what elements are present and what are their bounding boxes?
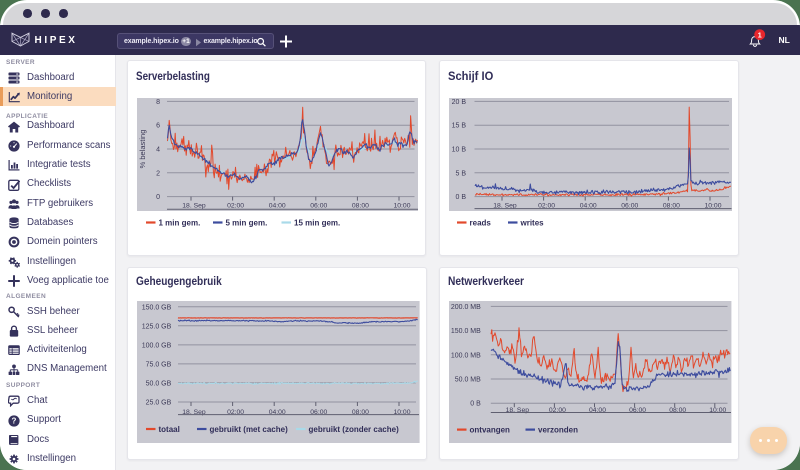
svg-text:08:00: 08:00 bbox=[352, 409, 369, 416]
svg-text:5 B: 5 B bbox=[455, 170, 466, 177]
svg-text:25.0 GB: 25.0 GB bbox=[146, 400, 172, 407]
svg-text:02:00: 02:00 bbox=[549, 407, 566, 414]
svg-text:08:00: 08:00 bbox=[669, 407, 686, 414]
svg-text:100.0 GB: 100.0 GB bbox=[142, 342, 172, 349]
svg-text:1 min gem.: 1 min gem. bbox=[159, 219, 201, 228]
svg-text:10 B: 10 B bbox=[452, 147, 467, 154]
svg-text:150.0 GB: 150.0 GB bbox=[142, 304, 172, 311]
svg-text:04:00: 04:00 bbox=[580, 202, 597, 209]
svg-text:gebruikt (met cache): gebruikt (met cache) bbox=[210, 425, 289, 434]
svg-text:18. Sep: 18. Sep bbox=[493, 202, 517, 209]
svg-text:gebruikt (zonder cache): gebruikt (zonder cache) bbox=[309, 425, 400, 434]
svg-text:18. Sep: 18. Sep bbox=[182, 409, 206, 416]
svg-text:10:00: 10:00 bbox=[704, 202, 721, 209]
svg-text:18. Sep: 18. Sep bbox=[506, 407, 530, 414]
svg-text:15 B: 15 B bbox=[452, 123, 467, 130]
svg-text:06:00: 06:00 bbox=[621, 202, 638, 209]
svg-text:4: 4 bbox=[156, 147, 160, 154]
svg-text:5 min gem.: 5 min gem. bbox=[226, 219, 268, 228]
svg-text:18. Sep: 18. Sep bbox=[182, 203, 206, 210]
svg-text:50.0 MB: 50.0 MB bbox=[455, 377, 481, 384]
svg-text:06:00: 06:00 bbox=[310, 409, 327, 416]
svg-text:150.0 MB: 150.0 MB bbox=[451, 328, 481, 335]
svg-text:08:00: 08:00 bbox=[352, 203, 369, 210]
svg-text:2: 2 bbox=[156, 170, 160, 177]
svg-text:totaal: totaal bbox=[159, 425, 180, 434]
svg-text:125.0 GB: 125.0 GB bbox=[142, 323, 172, 330]
svg-text:verzonden: verzonden bbox=[538, 426, 578, 435]
svg-text:0: 0 bbox=[156, 194, 160, 201]
svg-text:10:00: 10:00 bbox=[393, 409, 410, 416]
svg-text:0 B: 0 B bbox=[455, 194, 466, 201]
svg-text:15 min gem.: 15 min gem. bbox=[294, 219, 340, 228]
svg-text:ontvangen: ontvangen bbox=[470, 426, 511, 435]
svg-text:02:00: 02:00 bbox=[538, 202, 555, 209]
svg-text:06:00: 06:00 bbox=[310, 203, 327, 210]
svg-text:reads: reads bbox=[470, 219, 492, 228]
svg-text:8: 8 bbox=[156, 99, 160, 106]
svg-text:04:00: 04:00 bbox=[589, 407, 606, 414]
svg-text:02:00: 02:00 bbox=[227, 409, 244, 416]
svg-text:6: 6 bbox=[156, 123, 160, 130]
svg-text:04:00: 04:00 bbox=[269, 409, 286, 416]
svg-text:50.0 GB: 50.0 GB bbox=[146, 380, 172, 387]
svg-text:04:00: 04:00 bbox=[269, 203, 286, 210]
svg-text:0 B: 0 B bbox=[470, 401, 481, 408]
svg-text:06:00: 06:00 bbox=[629, 407, 646, 414]
svg-text:% belasting: % belasting bbox=[138, 130, 147, 169]
svg-text:100.0 MB: 100.0 MB bbox=[451, 352, 481, 359]
svg-text:10:00: 10:00 bbox=[709, 407, 726, 414]
svg-text:08:00: 08:00 bbox=[663, 202, 680, 209]
svg-text:75.0 GB: 75.0 GB bbox=[146, 361, 172, 368]
svg-text:?: ? bbox=[12, 416, 17, 425]
svg-text:200.0 MB: 200.0 MB bbox=[451, 304, 481, 311]
svg-text:20 B: 20 B bbox=[452, 99, 467, 106]
svg-text:1: 1 bbox=[758, 30, 762, 39]
svg-text:writes: writes bbox=[520, 219, 545, 228]
svg-text:02:00: 02:00 bbox=[227, 203, 244, 210]
svg-text:10:00: 10:00 bbox=[393, 203, 410, 210]
